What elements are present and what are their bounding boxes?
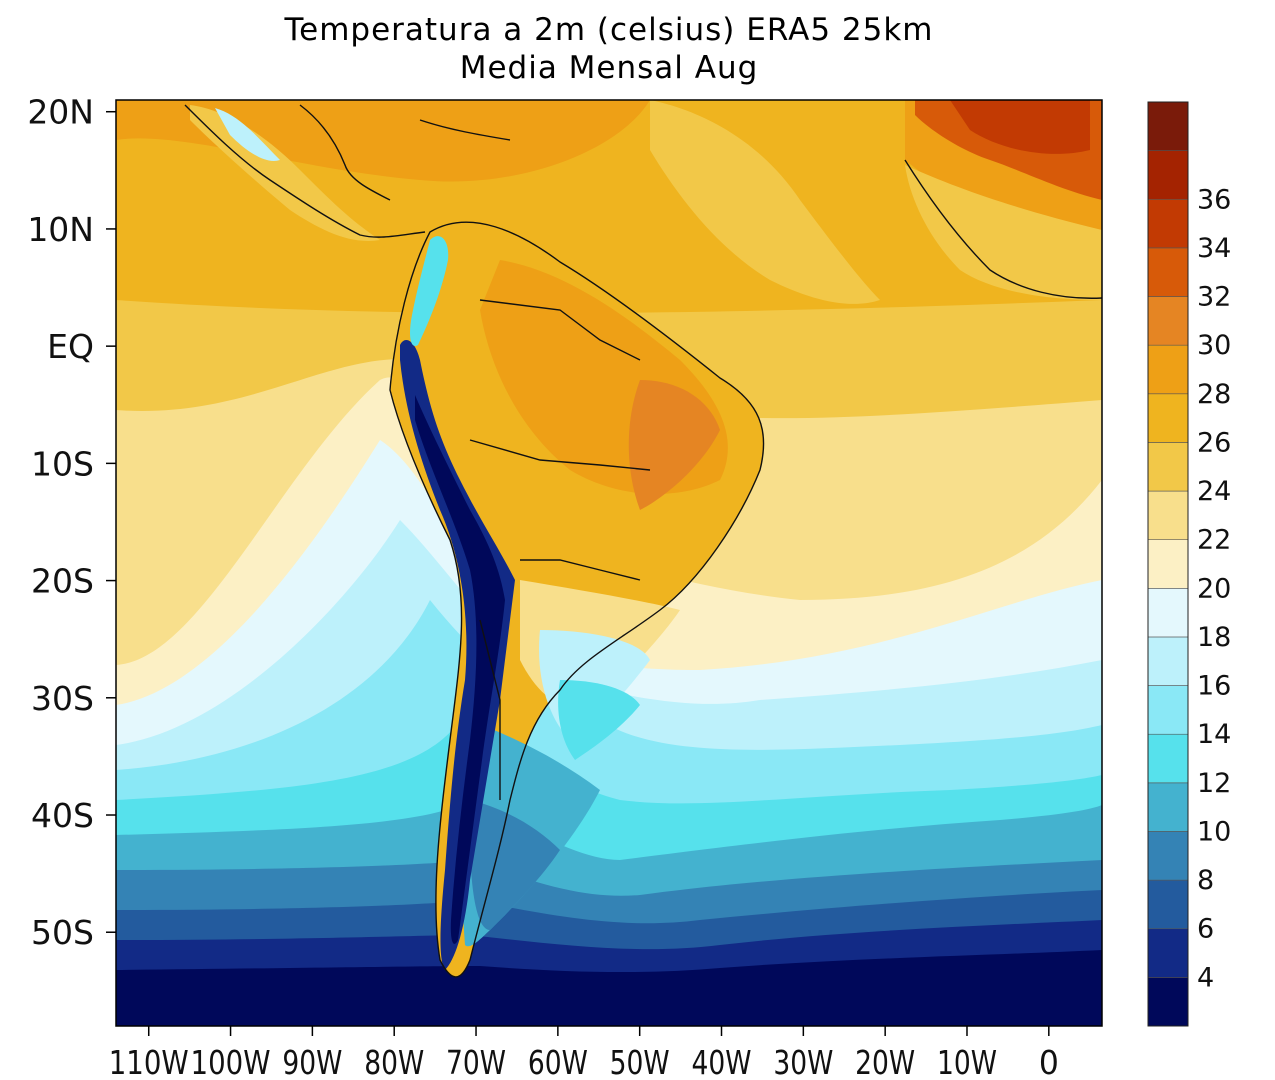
- colorbar-segment: [1147, 442, 1189, 492]
- colorbar-label: 6: [1197, 914, 1214, 945]
- colorbar-label: 32: [1197, 282, 1231, 313]
- longitude-axis: 110W 100W 90W 80W 70W 60W 50W 40W 30W 20W 10W 0: [109, 1026, 1059, 1080]
- temperature-field: [116, 100, 1102, 1026]
- lon-tick-label: 70W: [446, 1043, 506, 1080]
- colorbar-segment: [1147, 782, 1189, 832]
- lat-tick-label: 20S: [31, 562, 94, 601]
- colorbar-label: 20: [1197, 573, 1231, 604]
- lon-tick-label: 60W: [528, 1043, 588, 1080]
- colorbar-label: 4: [1197, 962, 1214, 993]
- colorbar-label: 10: [1197, 816, 1231, 847]
- colorbar-label: 34: [1197, 233, 1231, 264]
- colorbar-label: 24: [1197, 476, 1231, 507]
- colorbar-label: 12: [1197, 768, 1231, 799]
- lat-tick-label: 20N: [27, 93, 94, 132]
- map-frame: [115, 99, 1103, 1027]
- latitude-axis: 20N 10N EQ 10S 20S 30S 40S 50S: [27, 93, 116, 952]
- colorbar-segment: [1147, 198, 1189, 249]
- colorbar-segment: [1147, 539, 1189, 589]
- colorbar-segment: [1147, 490, 1189, 540]
- coastlines: [184, 104, 1102, 978]
- colorbar-label: 18: [1197, 622, 1231, 653]
- colorbar-segment: [1147, 831, 1189, 881]
- colorbar-segment: [1147, 344, 1189, 395]
- colorbar-label: 14: [1197, 719, 1231, 750]
- colorbar-segment: [1147, 879, 1189, 930]
- colorbar-label: 8: [1197, 865, 1214, 896]
- lon-tick-label: 40W: [692, 1043, 752, 1080]
- colorbar-segment: [1147, 296, 1189, 346]
- lat-tick-label: 10N: [27, 210, 94, 249]
- lon-tick-label: 90W: [282, 1043, 342, 1080]
- colorbar-label: 30: [1197, 330, 1231, 361]
- colorbar-segment: [1147, 588, 1189, 638]
- colorbar-segment: [1147, 928, 1189, 978]
- lon-tick-label: 100W: [191, 1043, 271, 1080]
- lon-tick-label: 80W: [364, 1043, 424, 1080]
- lon-tick-label: 10W: [937, 1043, 997, 1080]
- colorbar-segment: [1147, 150, 1189, 200]
- colorbar-segment: [1147, 685, 1189, 735]
- map-title: Temperatura a 2m (celsius) ERA5 25km: [284, 12, 934, 48]
- colorbar-segment: [1147, 977, 1189, 1027]
- lat-tick-label: 30S: [31, 679, 94, 718]
- lat-tick-label: 50S: [31, 913, 94, 952]
- lon-tick-label: 30W: [773, 1043, 833, 1080]
- colorbar-segment: [1147, 733, 1189, 784]
- colorbar-label: 16: [1197, 671, 1231, 702]
- lon-tick-label: 110W: [109, 1043, 189, 1080]
- lat-tick-label: 40S: [31, 796, 94, 835]
- colorbar-label: 26: [1197, 427, 1231, 458]
- colorbar-segment: [1147, 101, 1189, 151]
- colorbar-segment: [1147, 247, 1189, 297]
- lon-tick-label: 0: [1039, 1043, 1059, 1080]
- map-subtitle: Media Mensal Aug: [459, 50, 759, 86]
- colorbar-segment: [1147, 636, 1189, 686]
- colorbar-frame: [1147, 101, 1189, 1027]
- colorbar: 4 6 8 10 12 14 16 18 20 22 24 26 28 30 32 34 36: [1147, 101, 1231, 1027]
- colorbar-segment: [1147, 393, 1189, 443]
- colorbar-label: 22: [1197, 525, 1231, 556]
- lon-tick-label: 50W: [610, 1043, 670, 1080]
- colorbar-label: 28: [1197, 379, 1231, 410]
- lat-tick-label: 10S: [31, 444, 94, 483]
- colorbar-label: 36: [1197, 184, 1231, 215]
- lat-tick-label: EQ: [47, 327, 94, 366]
- lon-tick-label: 20W: [855, 1043, 915, 1080]
